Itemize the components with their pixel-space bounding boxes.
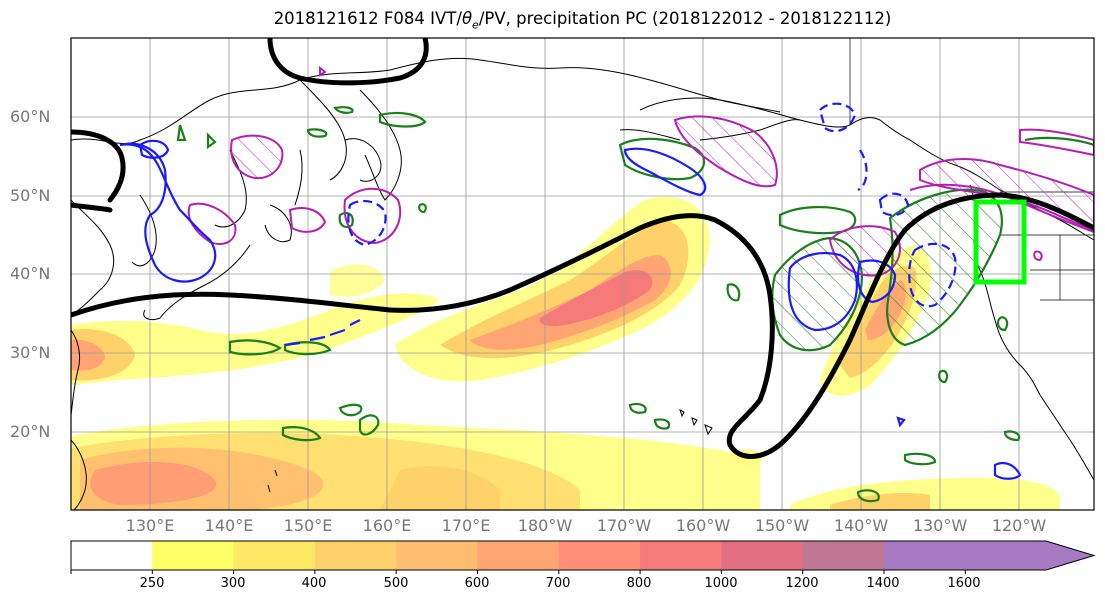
lon-label: 170°W — [596, 516, 652, 535]
lon-label: 150°E — [283, 516, 333, 535]
lat-label: 40°N — [10, 264, 51, 283]
colorbar-tick-label: 700 — [545, 576, 571, 591]
colorbar-tick-label: 1600 — [947, 576, 981, 591]
target-box — [973, 199, 1027, 285]
colorbar-tick-label: 800 — [626, 576, 652, 591]
map-title: 2018121612 F084 IVT/θe/PV, precipitation… — [273, 9, 892, 32]
lon-label: 160°W — [675, 516, 731, 535]
colorbar-tick-label: 300 — [220, 576, 246, 591]
colorbar-tick-label: 1200 — [785, 576, 819, 591]
colorbar-segment — [477, 541, 560, 570]
lon-label: 140°E — [204, 516, 254, 535]
colorbar-segment — [721, 541, 804, 570]
lon-label: 160°E — [362, 516, 412, 535]
lat-label: 60°N — [10, 107, 51, 126]
lon-label: 130°E — [125, 516, 175, 535]
ivt-black-contour — [71, 38, 1094, 459]
colorbar-segment — [884, 541, 1094, 570]
lat-label: 20°N — [10, 422, 51, 441]
lat-label: 50°N — [10, 186, 51, 205]
colorbar-tick-label: 500 — [383, 576, 409, 591]
colorbar-segment — [640, 541, 722, 570]
colorbar-segment — [233, 541, 316, 570]
lon-label: 150°W — [754, 516, 810, 535]
colorbar-tick-label: 1000 — [704, 576, 738, 591]
lat-label: 30°N — [10, 343, 51, 362]
lon-label: 140°W — [833, 516, 889, 535]
lon-label: 170°E — [441, 516, 491, 535]
map-frame — [70, 37, 1095, 511]
colorbar-tick-label: 250 — [139, 576, 165, 591]
colorbar-tick-label: 1400 — [866, 576, 900, 591]
colorbar-segment — [396, 541, 479, 570]
ivt-shading — [71, 196, 1060, 510]
colorbar-tick-label: 600 — [464, 576, 490, 591]
colorbar-segment — [152, 541, 235, 570]
lon-label: 130°W — [912, 516, 968, 535]
colorbar-segment — [802, 541, 885, 570]
colorbar-segment — [558, 541, 641, 570]
pv-blue-contours — [119, 102, 1022, 480]
colorbar-segment — [314, 541, 397, 570]
lon-label: 180°W — [517, 516, 573, 535]
colorbar-tick-label: 400 — [301, 576, 327, 591]
colorbar-segment — [71, 541, 153, 570]
lon-label: 120°W — [991, 516, 1047, 535]
